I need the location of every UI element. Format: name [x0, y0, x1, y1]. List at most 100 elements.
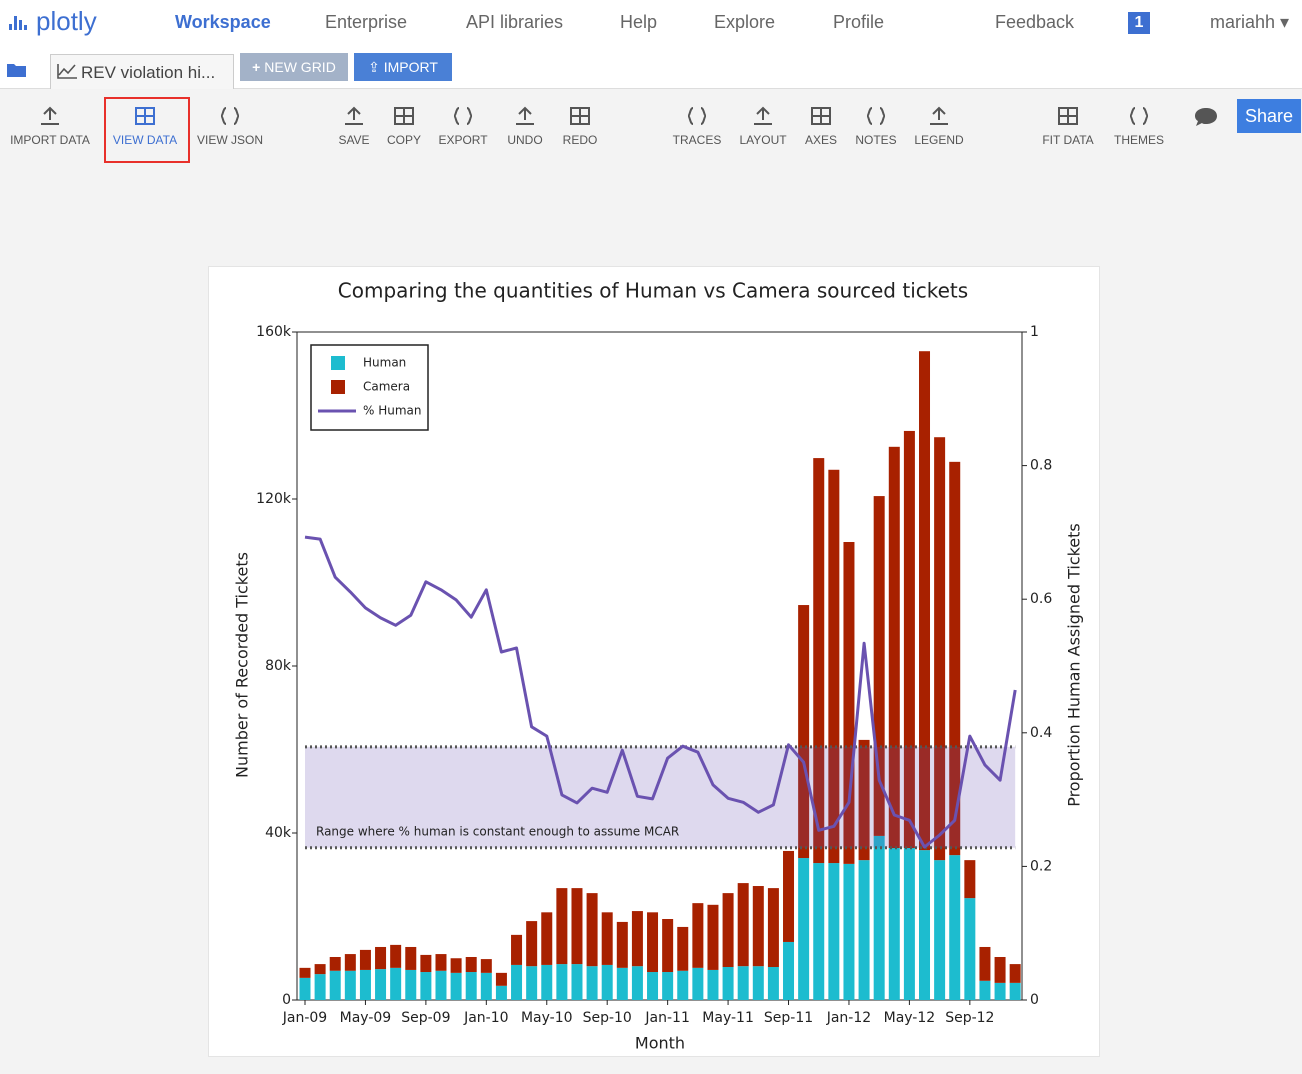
x-tick-label: Sep-09 [401, 1010, 450, 1026]
toolbar-button[interactable]: THEMES [1113, 133, 1165, 147]
bar-segment [919, 850, 931, 1000]
new-grid-label: NEW GRID [264, 59, 336, 75]
top-bar: plotly 1 mariahh ▾ Workspace Enterprise AP… [0, 0, 1302, 46]
bar-segment [631, 966, 643, 1000]
toolbar-button[interactable]: VIEW DATA [112, 133, 178, 147]
toolbar-button[interactable]: EXPORT [438, 133, 488, 147]
bar-segment [858, 860, 870, 1000]
bar-segment [964, 898, 976, 1000]
toolbar-button[interactable]: SAVE [338, 133, 370, 147]
bar-segment [934, 437, 946, 861]
y2-tick-label: 1 [1030, 324, 1039, 340]
mcar-band [305, 746, 1016, 848]
logo[interactable]: plotly [36, 6, 97, 36]
nav-link[interactable]: Feedback [995, 12, 1075, 32]
bar-segment [450, 958, 462, 973]
bar-segment [299, 967, 311, 978]
file-tab[interactable]: REV violation hi... [50, 54, 234, 89]
toolbar-icon [135, 107, 155, 125]
bar-segment [828, 863, 840, 1000]
chat-icon[interactable] [1193, 106, 1219, 128]
user-menu[interactable]: mariahh ▾ [1210, 12, 1290, 32]
bar-segment [949, 461, 961, 856]
toolbar-button[interactable]: FIT DATA [1042, 133, 1094, 147]
import-label: IMPORT [383, 59, 438, 75]
toolbar-icon [754, 106, 772, 125]
import-button[interactable]: ⇪ IMPORT [354, 53, 452, 81]
share-button[interactable]: Share [1237, 99, 1301, 133]
nav-link[interactable]: API libraries [466, 12, 564, 32]
bar-segment [722, 893, 734, 968]
toolbar-button[interactable]: UNDO [507, 133, 543, 147]
bar-segment [873, 835, 885, 1000]
bar-segment [662, 919, 674, 973]
bar-segment [843, 542, 855, 864]
toolbar-button[interactable]: VIEW JSON [196, 133, 264, 147]
bar-segment [737, 883, 749, 967]
icon-shape [866, 107, 886, 125]
bar-segment [329, 970, 341, 1000]
y-tick-label: 40k [265, 825, 292, 841]
bar-segment [707, 904, 719, 970]
toolbar-icon [930, 106, 948, 125]
toolbar-button[interactable]: REDO [562, 133, 598, 147]
icon-shape [1129, 107, 1149, 125]
bar-segment [344, 954, 356, 971]
y2-tick-label: 0.6 [1030, 591, 1052, 607]
bar-segment [949, 855, 961, 1000]
bar-segment [647, 972, 659, 1000]
tab-row: REV violation hi... + NEW GRID ⇪ IMPORT [0, 46, 1302, 89]
bar-segment [692, 967, 704, 1000]
icon-shape [1058, 107, 1078, 125]
nav-link[interactable]: Profile [833, 12, 885, 32]
file-name: REV violation hi... [81, 63, 216, 82]
toolbar-icon [866, 107, 886, 125]
bar-segment [813, 458, 825, 864]
bar-segment [662, 972, 674, 1000]
bar-segment [601, 964, 613, 1000]
toolbar-button[interactable]: NOTES [855, 133, 897, 147]
bar-segment [813, 863, 825, 1000]
toolbar-icon [1058, 107, 1078, 125]
folder-icon[interactable] [6, 62, 28, 78]
y2-tick-label: 0.2 [1030, 858, 1052, 874]
logo-icon [9, 16, 27, 30]
bar-segment [299, 977, 311, 1000]
nav-link[interactable]: Enterprise [325, 12, 408, 32]
bar-segment [359, 969, 371, 1000]
toolbar-button[interactable]: LEGEND [914, 133, 964, 147]
bar-segment [586, 893, 598, 967]
y2-axis-title: Proportion Human Assigned Tickets [1065, 523, 1084, 807]
nav-link[interactable]: Help [620, 12, 658, 32]
bar-segment [964, 860, 976, 899]
user-name: mariahh [1210, 12, 1276, 32]
bar-segment [903, 848, 915, 1000]
bar-segment [737, 966, 749, 1000]
bar-segment [314, 964, 326, 975]
bar-segment [888, 446, 900, 849]
bar-segment [480, 959, 492, 973]
toolbar-button[interactable]: COPY [386, 133, 422, 147]
bar-segment [616, 921, 628, 968]
notification-badge[interactable]: 1 [1128, 12, 1150, 34]
nav-link[interactable]: Workspace [175, 12, 271, 32]
nav-link[interactable]: Explore [714, 12, 776, 32]
toolbar-icon [811, 107, 831, 125]
x-tick-label: May-12 [884, 1010, 936, 1026]
new-grid-button[interactable]: + NEW GRID [240, 53, 348, 81]
bar-segment [556, 964, 568, 1000]
legend-label: Human [363, 356, 406, 370]
toolbar-button[interactable]: TRACES [672, 133, 722, 147]
bar-segment [556, 888, 568, 965]
bar-segment [511, 964, 523, 1000]
y-tick-label: 160k [256, 324, 292, 340]
toolbar-button[interactable]: LAYOUT [739, 133, 787, 147]
icon-shape [41, 106, 59, 125]
icon-shape [516, 106, 534, 125]
legend-box [310, 344, 429, 431]
toolbar-button[interactable]: IMPORT DATA [10, 133, 90, 147]
toolbar-button[interactable]: AXES [804, 133, 838, 147]
icon-shape [687, 107, 707, 125]
y-axis-title: Number of Recorded Tickets [233, 552, 252, 778]
bar-segment [495, 985, 507, 1000]
